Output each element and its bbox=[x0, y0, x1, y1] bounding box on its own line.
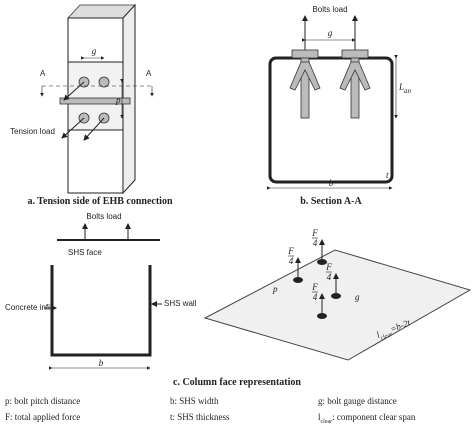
force-denominator: 4 bbox=[313, 238, 318, 248]
force-numerator: F bbox=[287, 246, 294, 256]
section-box bbox=[268, 56, 394, 184]
legend-item: g: bolt gauge distance bbox=[318, 396, 397, 406]
legend-item: p: bolt pitch distance bbox=[5, 396, 80, 406]
load-arrow bbox=[61, 117, 85, 139]
caption: b. Section A-A bbox=[300, 196, 362, 207]
width-label: b bbox=[99, 358, 104, 368]
bolt-shank bbox=[350, 57, 360, 119]
section-label: A bbox=[146, 69, 152, 78]
panel-a: g A A p Tension load a. Tension side of … bbox=[10, 3, 173, 207]
legend-item: lclear: component clear span bbox=[318, 412, 416, 425]
column-face bbox=[203, 249, 472, 361]
legend: p: bolt pitch distance b: SHS width g: bol… bbox=[5, 396, 416, 425]
bolt-head bbox=[341, 49, 369, 59]
load-arrow bbox=[83, 117, 105, 141]
gauge-label: g bbox=[355, 292, 360, 302]
pitch-label: p bbox=[115, 95, 121, 105]
bolt bbox=[98, 76, 110, 88]
anchor-length-label: Lan bbox=[398, 82, 412, 95]
panel-b: Bolts load g Lan b t b. Section A-A bbox=[267, 5, 412, 207]
concrete-infill-label: Concrete infill bbox=[5, 303, 54, 312]
bolt-sleeve bbox=[339, 61, 371, 91]
legend-symbol: l bbox=[318, 412, 321, 422]
width-label: b bbox=[329, 178, 334, 188]
bolts-load-label: Bolts load bbox=[312, 5, 347, 14]
bolt-head bbox=[291, 49, 319, 59]
gauge-label: g bbox=[328, 28, 333, 38]
panel-c-left: Bolts load SHS face Concrete infill SHS … bbox=[5, 212, 197, 370]
flange bbox=[59, 97, 131, 105]
load-arrow bbox=[63, 81, 85, 101]
legend-item: t: SHS thickness bbox=[170, 412, 230, 422]
legend-item: b: SHS width bbox=[170, 396, 219, 406]
force-numerator: F bbox=[311, 228, 318, 238]
section-label: A bbox=[40, 69, 46, 78]
pitch-label: p bbox=[272, 284, 278, 294]
plate bbox=[67, 61, 124, 131]
caption: a. Tension side of EHB connection bbox=[27, 196, 172, 207]
shs-wall bbox=[50, 265, 152, 357]
shs-wall-label: SHS wall bbox=[164, 299, 197, 308]
shs-face-label: SHS face bbox=[68, 248, 102, 257]
legend-item: F: total applied force bbox=[5, 412, 80, 422]
legend-text: : component clear span bbox=[332, 412, 416, 422]
thickness-label: t bbox=[386, 170, 389, 180]
force-denominator: 4 bbox=[327, 272, 332, 282]
gauge-label: g bbox=[92, 46, 97, 56]
force-numerator: F bbox=[325, 262, 332, 272]
caption: c. Column face representation bbox=[173, 377, 301, 388]
tension-load-label: Tension load bbox=[10, 127, 55, 136]
force-denominator: 4 bbox=[289, 256, 294, 266]
force-numerator: F bbox=[311, 282, 318, 292]
bolt-sleeve bbox=[289, 61, 321, 91]
bolts-load-label: Bolts load bbox=[86, 212, 121, 221]
force-denominator: 4 bbox=[313, 292, 318, 302]
bolt-shank bbox=[300, 57, 310, 119]
legend-subscript: clear bbox=[321, 419, 333, 425]
